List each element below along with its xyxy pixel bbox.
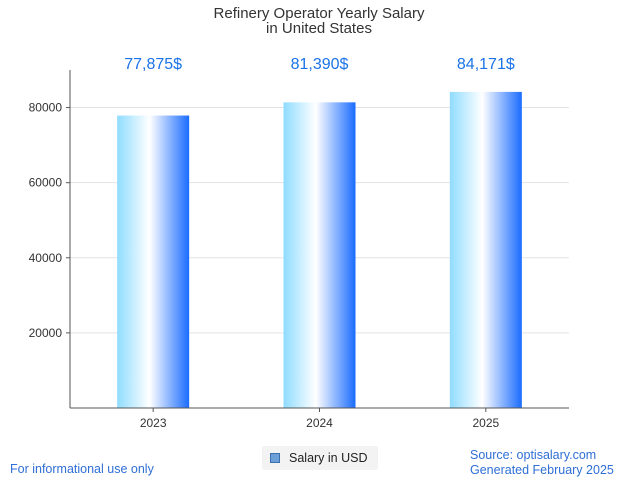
data-label-2024: 81,390$ — [291, 56, 349, 73]
chart-title-line-2: in United States — [266, 20, 372, 37]
y-tick-label: 40000 — [29, 251, 63, 265]
x-tick-label-2023: 2023 — [140, 416, 167, 430]
y-tick-label: 60000 — [29, 176, 63, 190]
y-tick-label: 20000 — [29, 326, 63, 340]
footer-generated: Generated February 2025 — [470, 463, 614, 477]
data-label-2025: 84,171$ — [457, 56, 515, 73]
legend-label: Salary in USD — [289, 451, 368, 465]
y-axis-ticks: 20000 40000 60000 80000 — [29, 101, 63, 340]
y-tick-label: 80000 — [29, 101, 63, 115]
data-label-2023: 77,875$ — [124, 56, 182, 73]
data-labels: 77,875$ 81,390$ 84,171$ — [124, 56, 515, 73]
bar-2023[interactable] — [117, 115, 190, 409]
x-tick-label-2025: 2025 — [472, 416, 499, 430]
legend-swatch — [270, 453, 280, 463]
bar-2024[interactable] — [283, 102, 356, 409]
legend[interactable]: Salary in USD — [262, 446, 378, 470]
bars — [117, 91, 522, 409]
chart-title-line-1: Refinery Operator Yearly Salary — [214, 5, 425, 22]
footer-disclaimer: For informational use only — [10, 462, 154, 476]
x-axis-ticks: 2023 2024 2025 — [140, 408, 500, 430]
bar-2025[interactable] — [449, 91, 522, 408]
footer-source[interactable]: Source: optisalary.com — [470, 448, 597, 462]
x-tick-label-2024: 2024 — [306, 416, 333, 430]
